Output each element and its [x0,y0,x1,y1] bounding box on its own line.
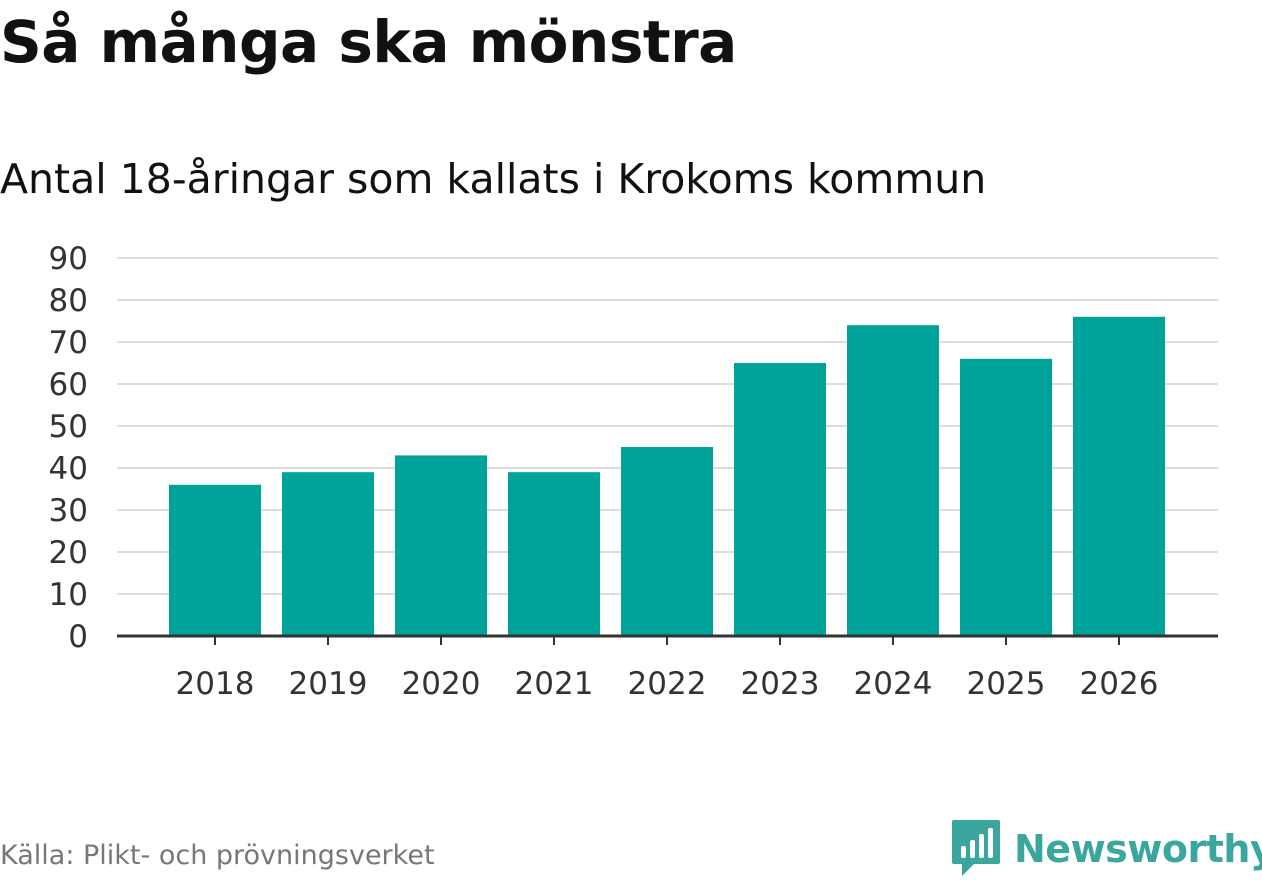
bars [169,316,1165,636]
x-tick-label: 2024 [854,666,933,702]
y-tick-label: 90 [49,241,88,277]
bar-2024 [847,325,939,636]
y-tick-label: 40 [49,451,88,487]
x-tick-label: 2021 [515,666,594,702]
newsworthy-logo-icon [952,820,1000,876]
y-tick-label: 0 [68,619,88,655]
bar-2020 [395,455,487,636]
brand: Newsworthy [950,818,1262,880]
bar-chart: 0 10 20 30 40 50 60 70 80 90 2018 2019 2020 2021 2022… [49,241,1218,702]
chart-subtitle: Antal 18-åringar som kallats i Krokoms k… [0,155,987,203]
y-tick-label: 50 [49,409,88,445]
bar-2019 [282,472,374,636]
x-axis [117,634,1218,645]
x-tick-label: 2022 [628,666,707,702]
y-tick-label: 20 [49,535,88,571]
x-tick-label: 2020 [402,666,481,702]
y-tick-label: 70 [49,325,88,361]
bar-2022 [621,447,713,636]
bar-2021 [508,472,600,636]
bar-2023 [734,363,826,636]
x-tick-label: 2025 [967,666,1046,702]
x-tick-label: 2019 [289,666,368,702]
x-tick-label: 2026 [1080,666,1159,702]
y-tick-label: 30 [49,493,88,529]
y-tick-label: 80 [49,283,88,319]
y-tick-label: 10 [49,577,88,613]
y-axis-labels: 0 10 20 30 40 50 60 70 80 90 [49,241,88,655]
x-axis-labels: 2018 2019 2020 2021 2022 2023 2024 2025 2026 [176,666,1159,702]
bar-2026 [1073,316,1165,636]
bar-2025 [960,358,1052,636]
x-tick-label: 2023 [741,666,820,702]
y-tick-label: 60 [49,367,88,403]
brand-name: Newsworthy [1014,827,1262,871]
source-note: Källa: Plikt- och prövningsverket [0,840,435,871]
chart-title: Så många ska mönstra [0,8,737,76]
bar-2018 [169,484,261,636]
x-tick-label: 2018 [176,666,255,702]
